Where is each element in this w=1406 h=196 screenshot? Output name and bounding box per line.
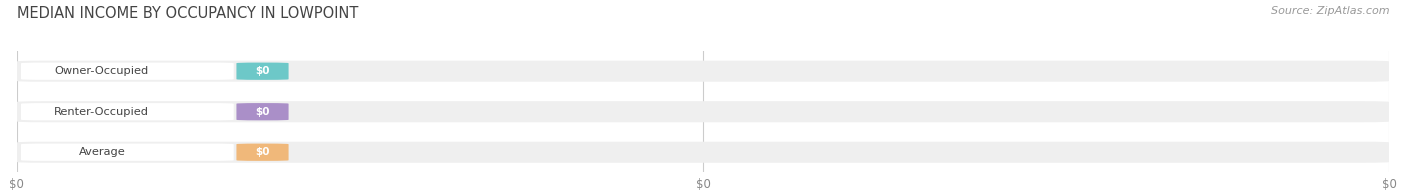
FancyBboxPatch shape [17, 142, 1389, 163]
FancyBboxPatch shape [21, 63, 233, 80]
Text: MEDIAN INCOME BY OCCUPANCY IN LOWPOINT: MEDIAN INCOME BY OCCUPANCY IN LOWPOINT [17, 6, 359, 21]
Text: $0: $0 [256, 66, 270, 76]
FancyBboxPatch shape [236, 144, 288, 161]
FancyBboxPatch shape [236, 103, 288, 120]
FancyBboxPatch shape [236, 63, 288, 80]
Text: $0: $0 [256, 147, 270, 157]
Text: Average: Average [79, 147, 125, 157]
FancyBboxPatch shape [17, 101, 1389, 122]
Text: $0: $0 [256, 107, 270, 117]
FancyBboxPatch shape [17, 61, 1389, 82]
Text: Renter-Occupied: Renter-Occupied [55, 107, 149, 117]
FancyBboxPatch shape [21, 103, 233, 120]
Text: Owner-Occupied: Owner-Occupied [55, 66, 149, 76]
Text: Source: ZipAtlas.com: Source: ZipAtlas.com [1271, 6, 1389, 16]
FancyBboxPatch shape [21, 144, 233, 161]
